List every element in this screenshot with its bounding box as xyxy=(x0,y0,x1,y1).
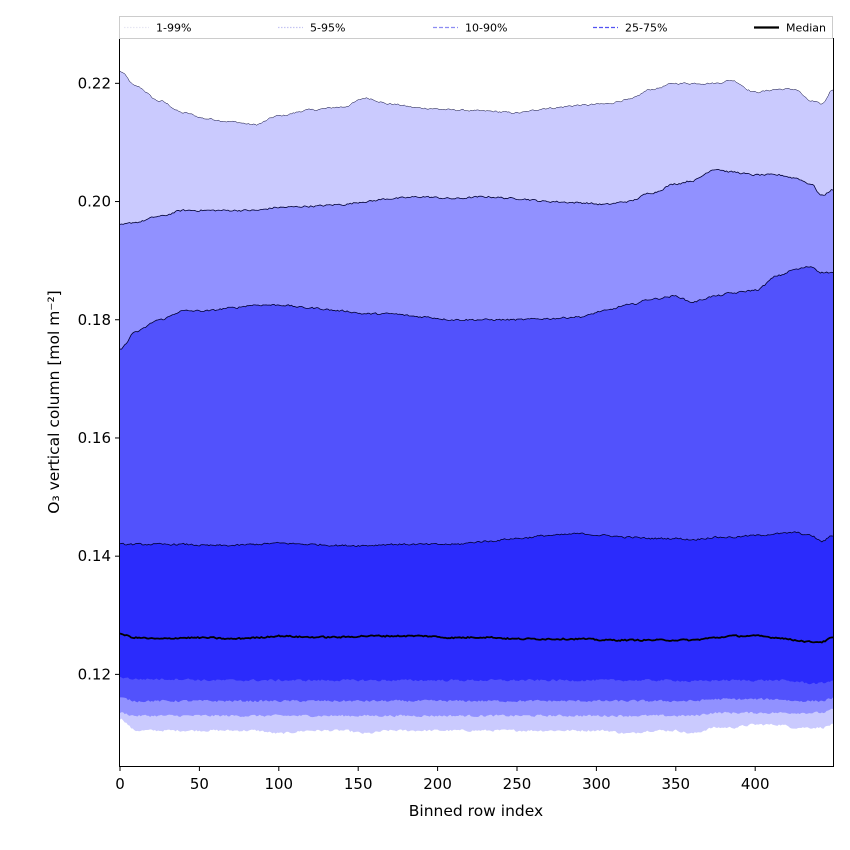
x-axis-ticks: 0 50 100 150 200 250 300 350 400 xyxy=(115,766,770,793)
band-edge-0 xyxy=(119,71,834,126)
legend: 1-99% 5-95% 10-90% 25-75% Median xyxy=(119,16,833,39)
x-tick-label: 100 xyxy=(264,775,293,793)
x-tick-label: 400 xyxy=(741,775,770,793)
y-tick-label: 0.22 xyxy=(78,74,111,92)
median-layer xyxy=(119,632,834,644)
x-tick-label: 50 xyxy=(190,775,209,793)
band-edge-2 xyxy=(119,266,834,350)
x-tick-label: 150 xyxy=(344,775,373,793)
y-axis-ticks: 0.12 0.14 0.16 0.18 0.20 0.22 xyxy=(78,74,120,683)
legend-label: Median xyxy=(786,22,826,35)
band-inner xyxy=(120,531,833,685)
y-axis-label: O₃ vertical column [mol m⁻²] xyxy=(45,290,63,513)
legend-label: 1-99% xyxy=(156,22,191,35)
legend-items: 1-99% 5-95% 10-90% 25-75% Median xyxy=(124,22,826,35)
y-tick-label: 0.18 xyxy=(78,311,111,329)
y-tick-label: 0.12 xyxy=(78,665,111,683)
x-tick-label: 250 xyxy=(503,775,532,793)
x-tick-label: 0 xyxy=(115,775,125,793)
y-tick-label: 0.14 xyxy=(78,547,111,565)
x-tick-label: 300 xyxy=(582,775,611,793)
band-edge-1 xyxy=(119,169,834,225)
bands-layer xyxy=(119,71,834,735)
y-tick-label: 0.16 xyxy=(78,429,111,447)
band-edge-3 xyxy=(119,531,834,547)
legend-box xyxy=(119,16,833,39)
legend-label: 10-90% xyxy=(465,22,507,35)
legend-label: 5-95% xyxy=(310,22,345,35)
x-tick-label: 200 xyxy=(423,775,452,793)
y-tick-label: 0.20 xyxy=(78,193,111,211)
median-line xyxy=(119,632,834,644)
legend-label: 25-75% xyxy=(625,22,667,35)
x-tick-label: 350 xyxy=(661,775,690,793)
x-axis-label: Binned row index xyxy=(409,802,543,820)
